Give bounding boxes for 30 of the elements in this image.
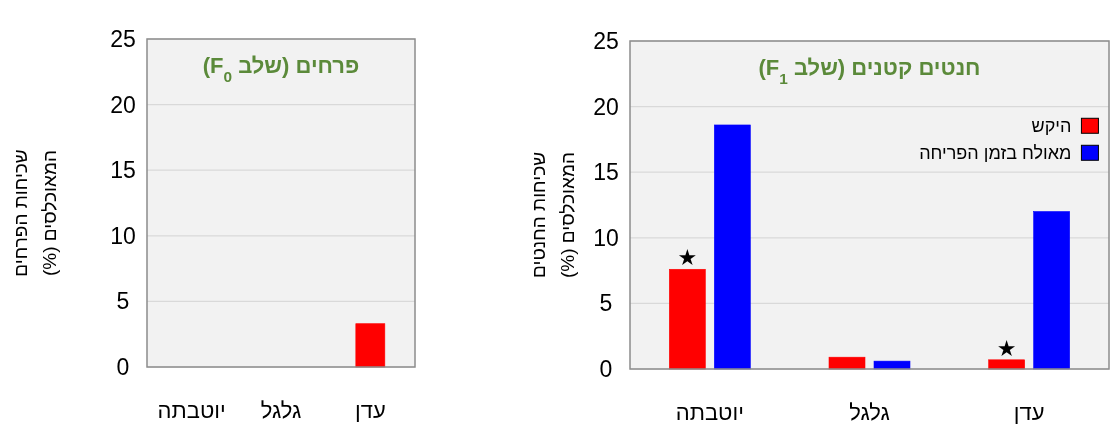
bar [669, 268, 706, 370]
y-tick-label: 15 [110, 157, 136, 184]
bar [1033, 211, 1070, 370]
y-tick-label: 5 [599, 290, 613, 317]
bar [873, 360, 911, 370]
y-tick-label: 25 [110, 26, 136, 52]
ylabel: שכיחות הפרחים המאוכלסים (%) [9, 149, 60, 277]
x-tick-label: עדן [354, 398, 386, 423]
y-tick-label: 10 [110, 222, 136, 249]
annotation: ★ [677, 245, 698, 271]
y-tick-label: 10 [593, 224, 619, 251]
y-tick-label: 5 [116, 288, 130, 315]
x-tick-label: גלגל [260, 398, 302, 423]
x-tick-label: עדן [1013, 400, 1045, 425]
bar [714, 124, 751, 370]
x-tick-label: גלגל [849, 400, 890, 425]
y-tick-label: 25 [593, 28, 619, 54]
x-tick-label: יוטבתה [675, 400, 744, 425]
y-tick-label: 20 [593, 93, 619, 120]
y-tick-label: 0 [599, 356, 613, 382]
y-tick-label: 0 [116, 354, 130, 380]
y-tick-label: 15 [593, 159, 619, 186]
bar [828, 356, 866, 370]
legend-label: היקש [1031, 116, 1072, 137]
legend-label: מאולח בזמן הפריחה [919, 143, 1072, 164]
annotation: ★ [996, 335, 1017, 361]
bar [988, 359, 1025, 370]
y-tick-label: 20 [110, 91, 136, 118]
ylabel: שכיחות החנטים המאוכלסים (%) [527, 152, 578, 278]
x-tick-label: יוטבתה [157, 398, 226, 423]
